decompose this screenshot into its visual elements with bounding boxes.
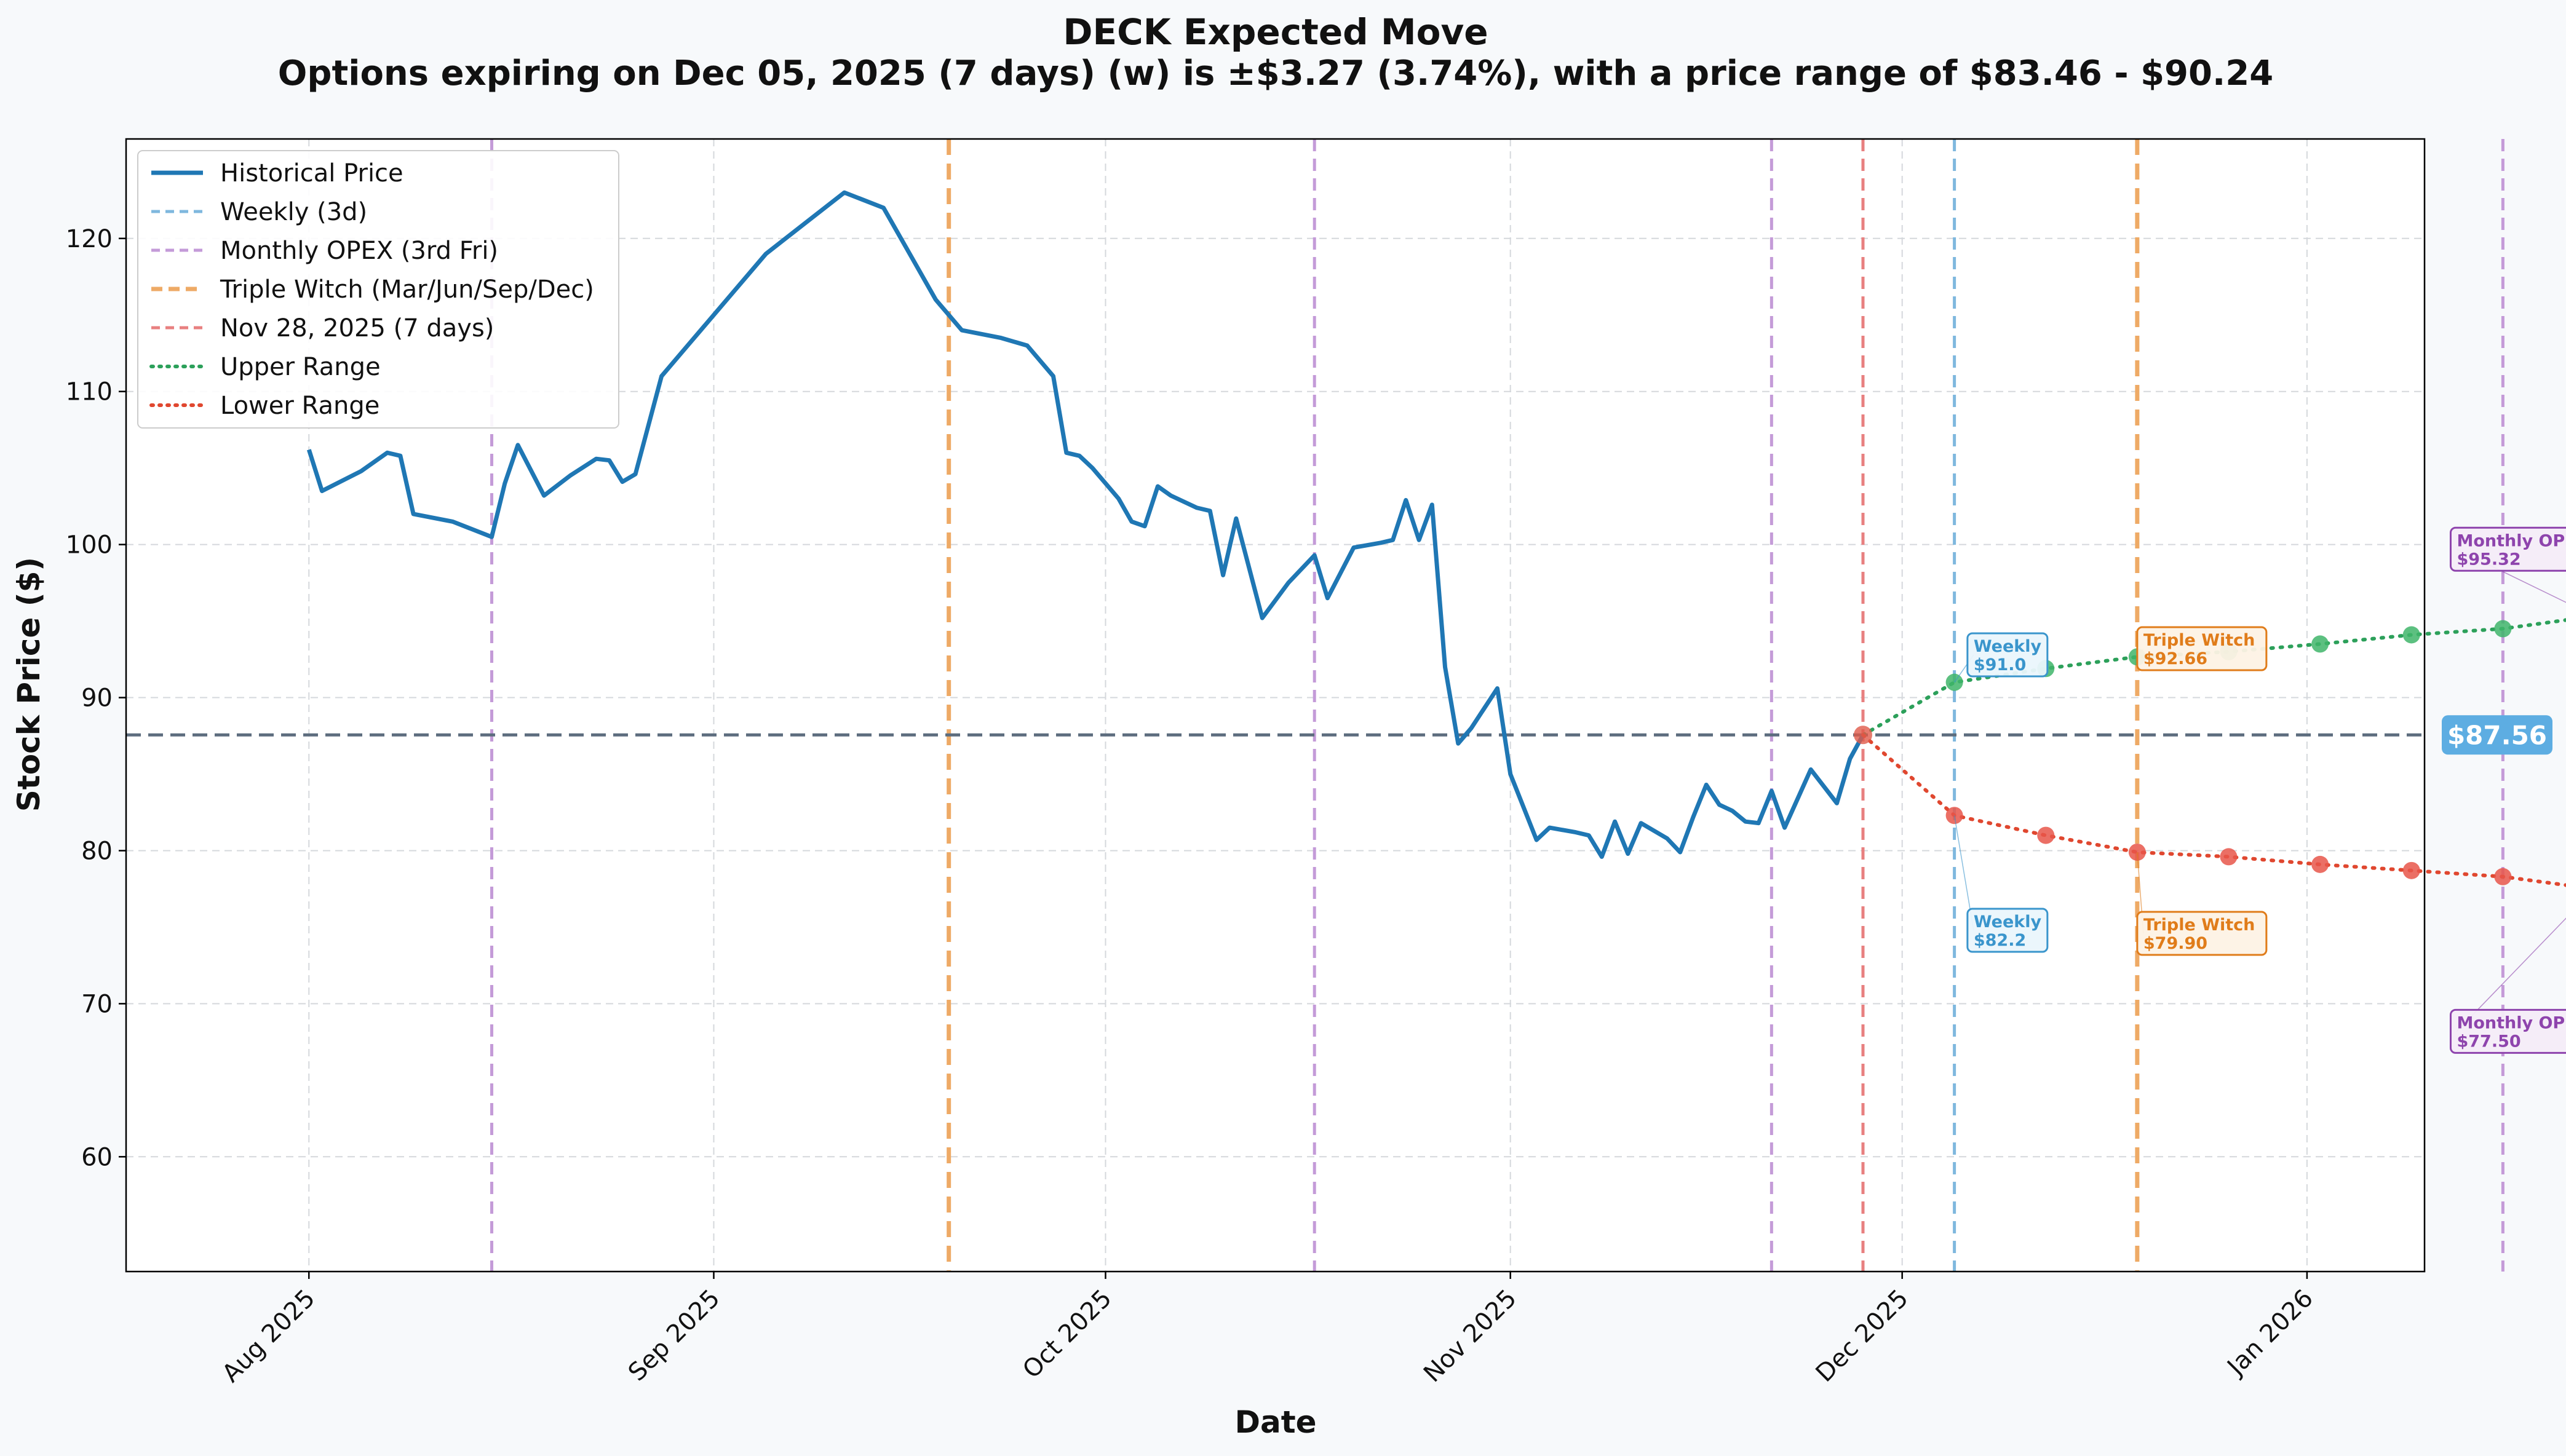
legend-item: Nov 28, 2025 (7 days) xyxy=(151,314,494,342)
lower-range-point xyxy=(2494,868,2512,885)
legend-item: Historical Price xyxy=(151,159,403,188)
annotation-box xyxy=(2449,1008,2566,1054)
annotation-label: Weekly xyxy=(1974,637,2042,656)
legend-box xyxy=(137,150,619,429)
y-tick-label: 100 xyxy=(66,531,113,560)
chart-title: DECK Expected Move xyxy=(1063,11,1488,53)
annotation-box xyxy=(2136,911,2268,956)
chart-subtitle: Options expiring on Dec 05, 2025 (7 days… xyxy=(278,53,2273,93)
annotation-box xyxy=(1966,908,2049,953)
x-axis-label: Date xyxy=(1234,1404,1316,1440)
upper-range-point xyxy=(2311,635,2329,653)
annotation-box xyxy=(2449,526,2566,572)
annotation-triple: Triple Witch$92.66 xyxy=(2136,626,2268,671)
annotation-monthly: Monthly OPEX$77.50 xyxy=(2449,917,2566,1054)
annotation-weekly: Weekly$82.2 xyxy=(1953,815,2049,953)
y-tick-label: 70 xyxy=(81,990,113,1018)
annotation-label: Triple Witch xyxy=(2143,631,2255,650)
y-tick-label: 90 xyxy=(81,684,113,713)
upper-range-point xyxy=(2402,626,2420,644)
current-price-marker xyxy=(1853,726,1872,745)
legend-label: Upper Range xyxy=(220,353,381,381)
current-price-label: $87.56 xyxy=(2447,720,2547,750)
y-tick-label: 80 xyxy=(81,837,113,865)
annotation-weekly: Weekly$91.0 xyxy=(1953,632,2049,683)
y-tick-label: 120 xyxy=(66,225,113,253)
current-price-badge xyxy=(2442,715,2552,755)
annotation-label: Weekly xyxy=(1974,912,2042,932)
legend-label: Historical Price xyxy=(220,159,403,188)
historical-price-line xyxy=(306,190,1865,859)
legend-label: Lower Range xyxy=(220,392,379,420)
annotation-label: Monthly OPEX xyxy=(2457,1013,2566,1032)
annotation-value: $91.0 xyxy=(1974,655,2026,675)
legend-item: Lower Range xyxy=(149,392,379,420)
y-tick-label: 60 xyxy=(81,1143,113,1171)
y-axis-label: Stock Price ($) xyxy=(11,557,47,812)
annotation-value: $77.50 xyxy=(2457,1032,2520,1051)
plot-frame xyxy=(125,138,2426,1273)
legend: Historical Price Weekly (3d) Monthly OPEX … xyxy=(137,150,619,429)
lower-range-point xyxy=(2402,861,2420,879)
y-tick-label: 110 xyxy=(66,378,113,406)
legend-item: Monthly OPEX (3rd Fri) xyxy=(151,237,498,265)
legend-item: Triple Witch (Mar/Jun/Sep/Dec) xyxy=(151,275,594,304)
lower-range-point xyxy=(2037,826,2055,844)
annotation-monthly: Monthly OPEX$95.32 xyxy=(2449,526,2566,603)
annotation-box xyxy=(1966,632,2049,678)
annotation-value: $82.2 xyxy=(1974,931,2026,950)
current-price-layer: $87.56 xyxy=(126,715,2552,755)
annotation-value: $95.32 xyxy=(2457,550,2520,569)
annotation-label: Triple Witch xyxy=(2143,916,2255,935)
lower-range-point xyxy=(2311,855,2329,873)
annotation-value: $79.90 xyxy=(2143,934,2207,953)
legend-label: Triple Witch (Mar/Jun/Sep/Dec) xyxy=(220,275,594,304)
legend-label: Monthly OPEX (3rd Fri) xyxy=(220,237,498,265)
legend-item: Upper Range xyxy=(149,353,381,381)
annotation-leader xyxy=(2456,917,2566,1032)
legend-label: Nov 28, 2025 (7 days) xyxy=(220,314,494,342)
y-axis-ticks: 60 70 80 90 100 110 120 xyxy=(66,225,126,1171)
annotation-box xyxy=(2136,626,2268,671)
upper-range-point xyxy=(2494,620,2512,638)
annotation-triple: Triple Witch$79.90 xyxy=(2136,852,2268,956)
annotation-value: $92.66 xyxy=(2143,649,2207,668)
legend-item: Weekly (3d) xyxy=(151,198,367,226)
legend-label: Weekly (3d) xyxy=(220,198,367,226)
annotation-label: Monthly OPEX xyxy=(2457,531,2566,550)
lower-range-point xyxy=(2220,848,2238,866)
